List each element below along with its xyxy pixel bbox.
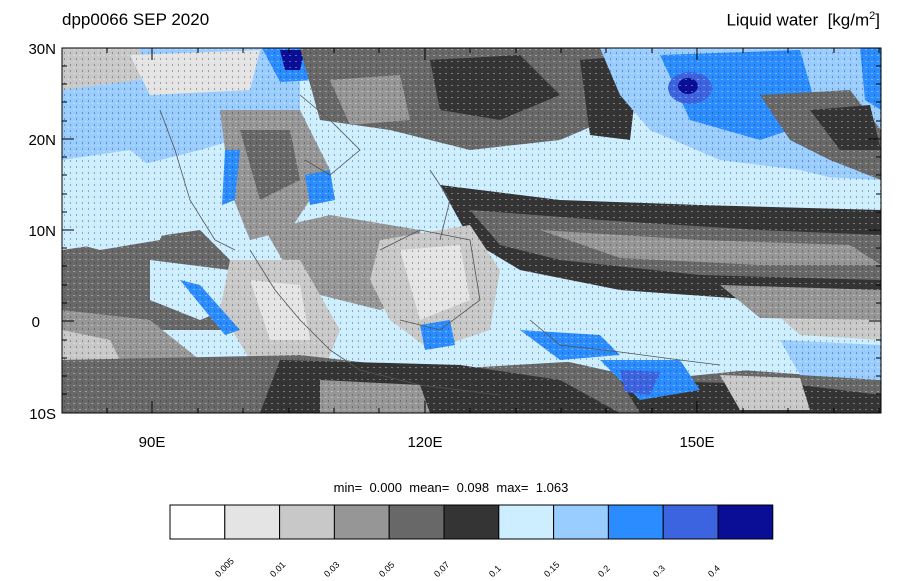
colorbar-swatch xyxy=(607,504,664,540)
longitude-labels: 90E 120E 150E xyxy=(139,434,715,451)
liquid-water-field xyxy=(62,48,881,413)
units-prefix: [kg/m xyxy=(827,10,870,30)
max-value: 1.063 xyxy=(535,480,569,495)
lat-label: 10S xyxy=(29,406,56,423)
latitude-labels: 30N 20N 10N 0 10S xyxy=(28,41,56,423)
colorbar-swatch xyxy=(498,504,555,540)
colorbar-swatch xyxy=(169,504,226,540)
variable-title: Liquid water [kg/m2] xyxy=(726,10,880,31)
map-title: dpp0066 SEP 2020 xyxy=(62,10,210,29)
colorbar-swatch xyxy=(717,504,774,540)
units-suffix: ] xyxy=(875,10,880,30)
lat-label: 0 xyxy=(32,314,40,331)
min-label: min= xyxy=(333,480,363,495)
lon-label: 90E xyxy=(139,434,166,451)
lon-label: 150E xyxy=(679,434,714,451)
colorbar-swatch xyxy=(388,504,445,540)
axis-ticks xyxy=(62,47,881,414)
mean-label: mean= xyxy=(409,480,450,495)
colorbar-swatch xyxy=(224,504,281,540)
mean-value: 0.098 xyxy=(456,480,490,495)
colorbar-swatch xyxy=(662,504,719,540)
colorbar-swatch xyxy=(553,504,609,540)
colorbar xyxy=(169,504,774,540)
lon-label: 120E xyxy=(407,434,442,451)
summary-stats: min= 0.000 mean= 0.098 max= 1.063 xyxy=(0,480,902,495)
max-label: max= xyxy=(496,480,529,495)
lat-label: 10N xyxy=(28,223,56,240)
lat-label: 20N xyxy=(28,132,56,149)
colorbar-swatch xyxy=(279,504,335,540)
min-value: 0.000 xyxy=(369,480,402,495)
colorbar-swatch xyxy=(443,504,500,540)
units-exponent: 2 xyxy=(869,10,876,22)
lat-label: 30N xyxy=(28,41,56,58)
variable-name: Liquid water xyxy=(726,10,819,30)
colorbar-swatch xyxy=(333,504,390,540)
